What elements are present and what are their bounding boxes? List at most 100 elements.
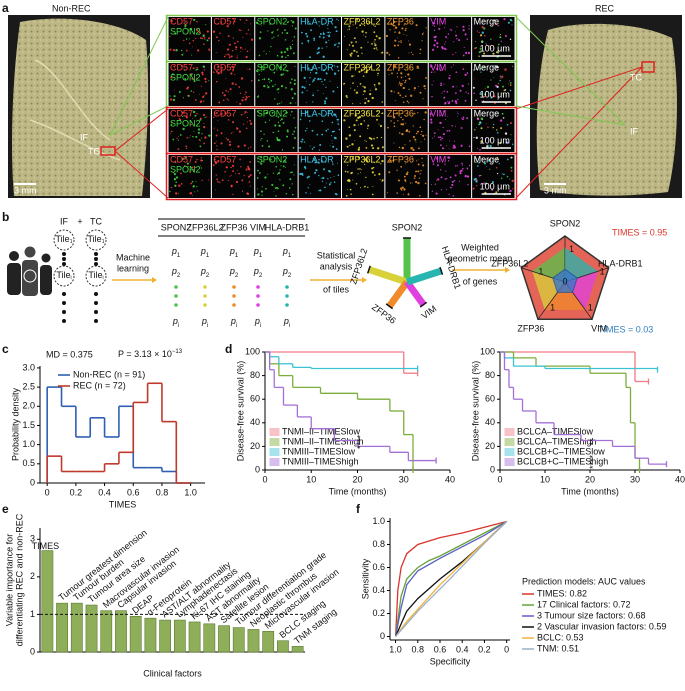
- bar: [56, 602, 68, 653]
- signal-dot: [484, 162, 487, 165]
- signal-dot: [246, 68, 248, 70]
- signal-dot: [180, 183, 183, 185]
- signal-dot: [393, 28, 395, 30]
- signal-dot: [193, 131, 195, 133]
- signal-dot: [497, 157, 498, 158]
- image-tile: [255, 63, 298, 106]
- signal-dot: [430, 65, 433, 68]
- signal-dot: [241, 179, 244, 182]
- signal-dot: [468, 25, 470, 27]
- signal-dot: [466, 117, 469, 120]
- signal-dot: [251, 80, 253, 82]
- signal-dot: [441, 47, 444, 50]
- signal-dot: [421, 134, 425, 137]
- signal-dot: [462, 29, 465, 32]
- signal-dot: [312, 81, 314, 83]
- signal-dot: [193, 18, 196, 22]
- signal-dot: [509, 82, 512, 84]
- signal-dot: [191, 194, 193, 196]
- signal-dot: [213, 142, 216, 145]
- table-cell-base: p: [283, 316, 289, 326]
- signal-dot: [198, 93, 200, 95]
- table-cell: pi: [254, 316, 261, 328]
- signal-dot: [280, 51, 283, 54]
- image-tile: [211, 109, 255, 152]
- signal-dot: [475, 157, 477, 160]
- signal-dot: [203, 36, 206, 39]
- signal-dot: [462, 116, 465, 119]
- signal-dot: [201, 71, 204, 74]
- cell-signal: [169, 18, 211, 56]
- signal-dot: [344, 170, 347, 173]
- signal-dot: [359, 187, 362, 189]
- signal-dot: [397, 37, 399, 39]
- legend-label: TIMES: 0.82: [537, 588, 587, 598]
- signal-dot: [331, 121, 334, 124]
- ellipsis-dot: [62, 257, 66, 261]
- signal-dot: [390, 120, 392, 122]
- signal-dot: [501, 75, 504, 78]
- signal-dot: [439, 69, 442, 72]
- signal-dot: [349, 159, 352, 161]
- signal-dot: [223, 55, 226, 58]
- signal-dot: [354, 114, 357, 117]
- signal-dot: [279, 179, 281, 181]
- star-arm: [404, 279, 427, 307]
- scale-label: 100 μm: [480, 181, 510, 191]
- signal-dot: [379, 179, 381, 181]
- legend-label: TNMI–II–TIMESlow: [282, 426, 361, 436]
- y-tick-label: 60: [250, 394, 260, 404]
- signal-dot: [203, 123, 205, 125]
- signal-dot: [229, 175, 231, 177]
- signal-dot: [502, 92, 504, 94]
- signal-dot: [432, 22, 436, 25]
- signal-dot: [172, 171, 175, 174]
- signal-dot: [360, 69, 363, 72]
- signal-dot: [249, 185, 251, 187]
- signal-dot: [307, 67, 310, 70]
- signal-dot: [420, 169, 422, 172]
- signal-dot: [349, 53, 352, 56]
- signal-dot: [372, 147, 374, 149]
- signal-dot: [196, 29, 199, 32]
- signal-dot: [453, 146, 456, 149]
- signal-dot: [380, 136, 383, 139]
- signal-dot: [330, 182, 332, 184]
- signal-dot: [343, 119, 346, 122]
- signal-dot: [217, 72, 219, 75]
- ellipsis-dot: [94, 310, 98, 314]
- signal-dot: [333, 181, 336, 183]
- signal-dot: [202, 34, 205, 38]
- signal-dot: [337, 174, 340, 177]
- signal-dot: [478, 51, 481, 54]
- signal-dot: [404, 179, 407, 182]
- signal-dot: [170, 123, 173, 126]
- signal-dot: [365, 36, 367, 38]
- signal-dot: [440, 84, 443, 87]
- signal-dot: [442, 147, 445, 150]
- signal-dot: [277, 34, 279, 36]
- signal-dot: [269, 23, 271, 25]
- ellipsis-dot: [203, 285, 207, 289]
- signal-dot: [373, 137, 375, 140]
- image-tile: [298, 63, 341, 106]
- signal-dot: [456, 165, 459, 167]
- signal-dot: [256, 177, 259, 179]
- signal-dot: [454, 174, 457, 177]
- signal-dot: [235, 46, 238, 49]
- signal-dot: [351, 75, 354, 78]
- y-tick-label: 0.2: [372, 608, 385, 618]
- signal-dot: [216, 145, 218, 147]
- signal-dot: [186, 162, 189, 165]
- gene-label: ZFP36: [517, 323, 544, 333]
- signal-dot: [185, 38, 188, 40]
- y-axis-label: Probability density: [10, 387, 20, 461]
- signal-dot: [310, 193, 312, 194]
- signal-dot: [315, 161, 317, 164]
- signal-dot: [497, 43, 500, 46]
- signal-dot: [189, 135, 191, 137]
- signal-dot: [216, 148, 218, 151]
- signal-dot: [474, 129, 476, 131]
- signal-dot: [325, 86, 327, 88]
- signal-dot: [415, 170, 418, 173]
